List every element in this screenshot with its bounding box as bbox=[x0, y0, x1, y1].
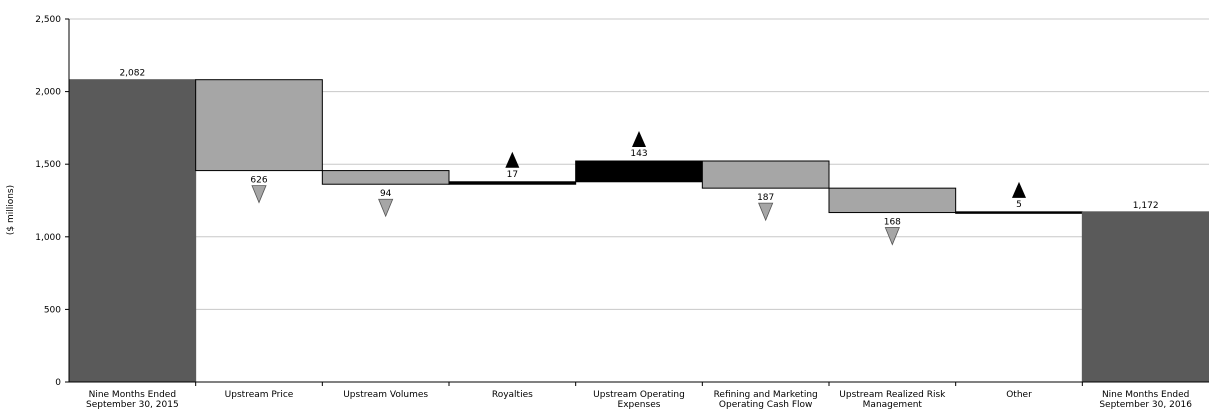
data-label: 1,172 bbox=[1133, 201, 1159, 211]
up-arrow-icon bbox=[632, 131, 646, 148]
y-tick-label: 2,000 bbox=[35, 88, 61, 98]
x-tick-label: September 30, 2016 bbox=[1099, 400, 1192, 410]
waterfall-bar bbox=[68, 79, 197, 383]
x-tick-label: Management bbox=[863, 400, 923, 410]
x-tick-label: Upstream Realized Risk bbox=[839, 390, 946, 400]
data-label: 5 bbox=[1016, 200, 1022, 210]
y-tick-label: 2,500 bbox=[35, 15, 61, 25]
x-tick-label: Expenses bbox=[618, 400, 661, 410]
x-tick-label: September 30, 2015 bbox=[86, 400, 179, 410]
bars bbox=[68, 79, 1209, 383]
x-tick-label: Other bbox=[1006, 390, 1032, 400]
y-tick-label: 0 bbox=[55, 378, 61, 388]
data-labels: 2,082 626 94 17 143 187 168 5 1,172 bbox=[119, 69, 1158, 228]
data-label: 2,082 bbox=[119, 69, 145, 79]
down-arrow-icon bbox=[251, 185, 267, 204]
y-tick-label: 500 bbox=[44, 305, 61, 315]
down-arrow-icon bbox=[378, 198, 394, 218]
y-tick-label: 1,000 bbox=[35, 233, 61, 243]
waterfall-bar bbox=[955, 211, 1083, 214]
x-tick-label: Nine Months Ended bbox=[1102, 390, 1189, 400]
y-tick-label: 1,500 bbox=[35, 160, 61, 170]
waterfall-bar bbox=[701, 160, 830, 189]
x-tick-label: Operating Cash Flow bbox=[719, 400, 812, 410]
x-tick-label: Royalties bbox=[492, 390, 533, 400]
data-label: 143 bbox=[630, 149, 647, 159]
up-arrow-icon bbox=[505, 151, 520, 168]
data-label: 94 bbox=[380, 189, 392, 199]
x-tick-label: Upstream Price bbox=[225, 390, 294, 400]
x-tick-label: Upstream Volumes bbox=[343, 390, 428, 400]
x-tick-label: Nine Months Ended bbox=[89, 390, 176, 400]
up-arrow-icon bbox=[1012, 181, 1026, 198]
waterfall-bar bbox=[828, 187, 957, 214]
direction-arrows bbox=[251, 131, 1026, 246]
waterfall-bar bbox=[448, 181, 577, 185]
data-label: 17 bbox=[507, 170, 518, 180]
y-axis-label: ($ millions) bbox=[6, 185, 16, 235]
axes: ($ millions) 0 500 1,000 1,500 2,000 2,500 Nin… bbox=[6, 15, 1209, 410]
down-arrow-icon bbox=[758, 202, 774, 222]
waterfall-bar bbox=[195, 79, 323, 172]
x-tick-label: Refining and Marketing bbox=[714, 390, 818, 400]
data-label: 187 bbox=[757, 193, 774, 203]
x-tick-label: Upstream Operating bbox=[593, 390, 685, 400]
down-arrow-icon bbox=[884, 227, 900, 246]
waterfall-bar bbox=[575, 160, 703, 183]
data-label: 626 bbox=[250, 176, 267, 186]
waterfall-bar bbox=[1081, 211, 1209, 383]
data-label: 168 bbox=[884, 218, 901, 228]
waterfall-bar bbox=[321, 170, 450, 185]
